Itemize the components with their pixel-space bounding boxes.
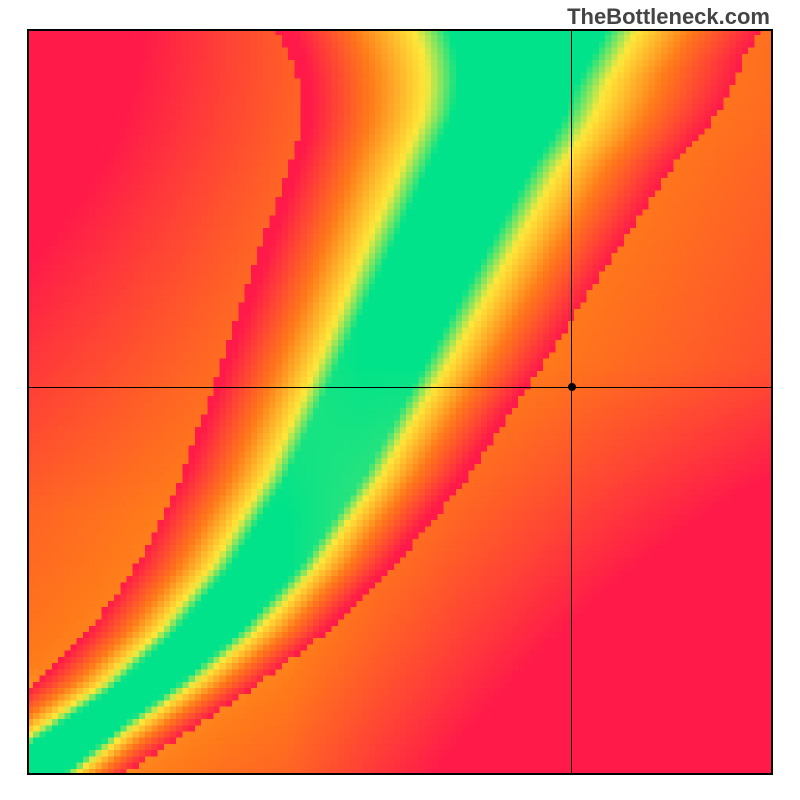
chart-frame: TheBottleneck.com [0, 0, 800, 800]
plot-border [27, 29, 773, 775]
crosshair-marker [568, 383, 576, 391]
watermark-text: TheBottleneck.com [567, 4, 770, 30]
crosshair-vertical-line [571, 29, 572, 775]
crosshair-horizontal-line [27, 387, 773, 388]
